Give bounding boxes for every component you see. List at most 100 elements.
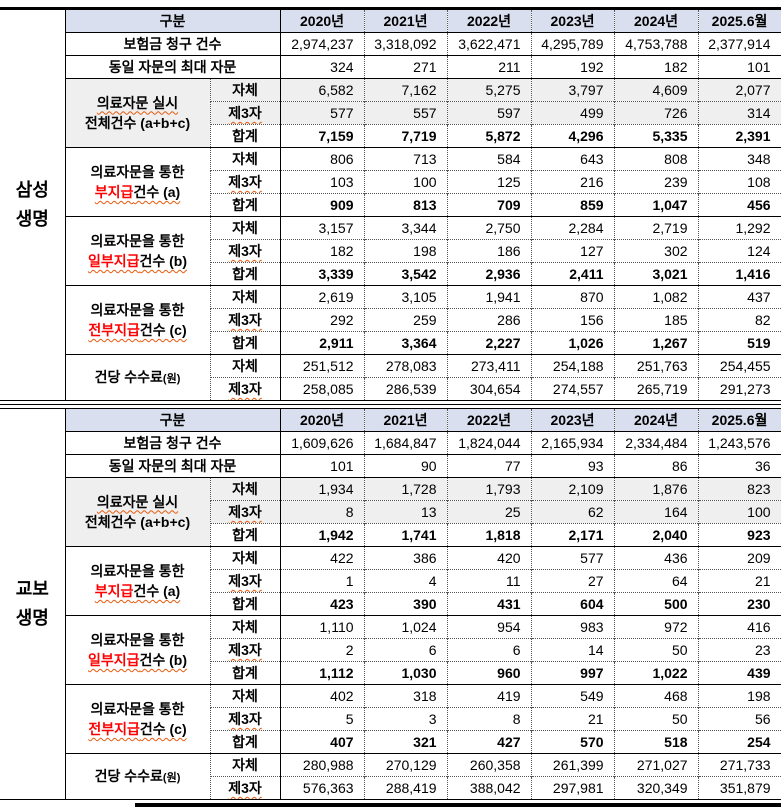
value-cell: 77 — [447, 454, 532, 478]
year-column-header: 2024년 — [614, 8, 699, 33]
value-cell: 808 — [614, 147, 699, 171]
value-cell: 2,284 — [531, 216, 615, 240]
value-cell: 416 — [698, 615, 781, 639]
label-segment: (원) — [162, 772, 181, 785]
group-label-line: 의료자문 실시 — [68, 93, 208, 113]
value-cell: 3,339 — [280, 262, 365, 286]
value-cell: 198 — [698, 684, 781, 708]
value-cell: 270,129 — [364, 753, 448, 777]
label-segment: 전체건수 (a+b+c) — [84, 514, 191, 530]
value-cell: 2,391 — [698, 124, 781, 148]
sub-label-text: 제3자 — [228, 504, 262, 520]
value-cell: 254,455 — [698, 354, 781, 378]
sub-row-label: 자체 — [210, 216, 281, 240]
value-cell: 21 — [531, 707, 615, 731]
header-row: 삼성 생명 구분 2020년 2021년 2022년 2023년 2024년 2025.6월 — [0, 8, 781, 401]
value-cell: 1,022 — [614, 661, 699, 685]
value-cell: 318 — [364, 684, 448, 708]
group-label-line: 전부지급건수 (c) — [68, 719, 208, 739]
sub-row-label: 합계 — [210, 124, 281, 148]
value-cell: 1,026 — [531, 331, 615, 355]
value-cell: 5,872 — [447, 124, 532, 148]
label-segment: 건수 (b) — [139, 253, 188, 269]
table-body: 삼성 생명 구분 2020년 2021년 2022년 2023년 2024년 2025.6월 보험… — [0, 8, 781, 401]
value-cell: 288,419 — [364, 776, 448, 800]
value-cell: 1,942 — [280, 523, 365, 547]
table-row: 제3자 8 13 25 62 164 100 — [0, 500, 781, 524]
value-cell: 806 — [280, 147, 365, 171]
sub-row-label: 자체 — [210, 477, 281, 501]
value-cell: 90 — [364, 454, 448, 478]
group-row-label: 의료자문을 통한 부지급건수 (a) — [65, 546, 211, 616]
value-cell: 3,021 — [614, 262, 699, 286]
company-name-line: 생명 — [15, 608, 49, 628]
header-row: 교보 생명 구분 2020년 2021년 2022년 2023년 2024년 2025.6월 — [0, 408, 781, 800]
value-cell: 62 — [531, 500, 615, 524]
sub-row-label: 합계 — [210, 730, 281, 754]
company-cell: 교보 생명 — [0, 408, 66, 800]
category-column-header: 구분 — [65, 8, 281, 33]
year-column-header: 2025.6월 — [698, 408, 781, 432]
value-cell: 1,876 — [614, 477, 699, 501]
value-cell: 2,911 — [280, 331, 365, 355]
value-cell: 1,267 — [614, 331, 699, 355]
sub-row-label: 제3자 — [210, 638, 281, 662]
sub-label-text: 자체 — [232, 757, 258, 773]
label-segment: 일부지급 — [87, 253, 140, 269]
sub-label-text: 제3자 — [228, 312, 262, 328]
value-cell: 261,399 — [531, 753, 615, 777]
value-cell: 1,110 — [280, 615, 365, 639]
value-cell: 101 — [698, 55, 781, 79]
value-cell: 3,318,092 — [364, 32, 448, 56]
value-cell: 56 — [698, 707, 781, 731]
value-cell: 125 — [447, 170, 532, 194]
table-row: 합계 1,942 1,741 1,818 2,171 2,040 923 — [0, 523, 781, 547]
table-row: 합계 909 813 709 859 1,047 456 — [0, 193, 781, 217]
group-label-line: 건당 수수료(원) — [68, 367, 208, 388]
label-segment: 부지급 — [94, 184, 134, 200]
label-segment: (원) — [162, 373, 181, 386]
value-cell: 6 — [364, 638, 448, 662]
sub-row-label: 합계 — [210, 523, 281, 547]
value-cell: 209 — [698, 546, 781, 570]
value-cell: 1,941 — [447, 285, 532, 309]
value-cell: 50 — [614, 638, 699, 662]
label-segment: 건수 (c) — [139, 322, 187, 338]
value-cell: 923 — [698, 523, 781, 547]
value-cell: 2,334,484 — [614, 431, 699, 455]
value-cell: 2,377,914 — [698, 32, 781, 56]
value-cell: 1 — [280, 569, 365, 593]
company-cell: 삼성 생명 — [0, 8, 66, 401]
value-cell: 604 — [531, 592, 615, 616]
year-column-header: 2025.6월 — [698, 8, 781, 33]
value-cell: 402 — [280, 684, 365, 708]
value-cell: 713 — [364, 147, 448, 171]
table-row: 건당 수수료(원) 자체 251,512 278,083 273,411 254,188 2… — [0, 354, 781, 401]
table-row: 건당 수수료(원) 자체 280,988 270,129 260,358 261,399 2… — [0, 753, 781, 800]
value-cell: 643 — [531, 147, 615, 171]
value-cell: 164 — [614, 500, 699, 524]
table-row: 제3자 292 259 286 156 185 82 — [0, 308, 781, 332]
sub-row-label: 제3자 — [210, 101, 281, 125]
value-cell: 1,824,044 — [447, 431, 532, 455]
value-cell: 500 — [614, 592, 699, 616]
sub-row-label: 자체 — [210, 78, 281, 102]
table-row: 합계 407 321 427 570 518 254 — [0, 730, 781, 754]
group-row-label: 의료자문을 통한 부지급건수 (a) — [65, 147, 211, 217]
table-row: 합계 2,911 3,364 2,227 1,026 1,267 519 — [0, 331, 781, 355]
group-label-line: 의료자문을 통한 — [68, 231, 208, 251]
row-label: 동일 자문의 최대 자문 — [65, 454, 281, 478]
value-cell: 108 — [698, 170, 781, 194]
value-cell: 3,364 — [364, 331, 448, 355]
value-cell: 519 — [698, 331, 781, 355]
group-label-line: 의료자문을 통한 — [68, 561, 208, 581]
group-label-line: 의료자문 실시 — [68, 492, 208, 512]
value-cell: 198 — [364, 239, 448, 263]
value-cell: 437 — [698, 285, 781, 309]
company-name-line: 생명 — [15, 209, 49, 229]
label-segment: 전체건수 (a+b+c) — [84, 115, 191, 131]
value-cell: 216 — [531, 170, 615, 194]
